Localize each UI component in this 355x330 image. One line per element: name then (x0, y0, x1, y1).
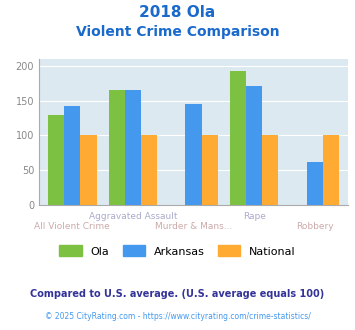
Bar (109, 90, 125, 205)
Text: Murder & Mans...: Murder & Mans... (155, 222, 232, 231)
Bar (81, 135, 97, 205)
Text: Rape: Rape (242, 212, 266, 221)
Bar (306, 162, 323, 205)
Bar (185, 104, 202, 205)
Text: Aggravated Assault: Aggravated Assault (89, 212, 177, 221)
Text: Compared to U.S. average. (U.S. average equals 100): Compared to U.S. average. (U.S. average … (31, 289, 324, 299)
Bar (323, 135, 339, 205)
Legend: Ola, Arkansas, National: Ola, Arkansas, National (59, 245, 296, 256)
Text: Violent Crime Comparison: Violent Crime Comparison (76, 25, 279, 39)
Bar (141, 135, 157, 205)
Bar (202, 135, 218, 205)
Bar (125, 90, 141, 205)
Bar (64, 106, 81, 205)
Bar (246, 86, 262, 205)
Bar (230, 71, 246, 205)
Bar (48, 115, 64, 205)
Bar (262, 135, 278, 205)
Text: Robbery: Robbery (296, 222, 333, 231)
Text: © 2025 CityRating.com - https://www.cityrating.com/crime-statistics/: © 2025 CityRating.com - https://www.city… (45, 312, 310, 321)
Text: All Violent Crime: All Violent Crime (34, 222, 110, 231)
Text: 2018 Ola: 2018 Ola (140, 5, 215, 20)
